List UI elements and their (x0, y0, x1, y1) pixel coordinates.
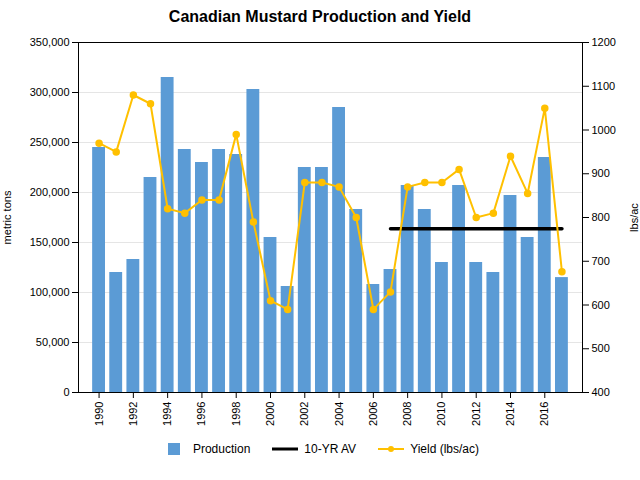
svg-text:600: 600 (592, 299, 610, 311)
svg-text:2014: 2014 (504, 402, 516, 426)
html-text:Yield (lbs/ac): Yield (lbs/ac) (410, 442, 479, 456)
svg-text:800: 800 (592, 211, 610, 223)
svg-text:0: 0 (63, 386, 69, 398)
svg-text:400: 400 (592, 386, 610, 398)
svg-text:100,000: 100,000 (30, 286, 70, 298)
svg-text:2010: 2010 (435, 402, 447, 426)
svg-text:1200: 1200 (592, 36, 616, 48)
html-text:10-YR AV: 10-YR AV (304, 442, 357, 456)
svg-text:1990: 1990 (93, 402, 105, 426)
svg-text:1994: 1994 (161, 402, 173, 426)
svg-text:2000: 2000 (264, 402, 276, 426)
svg-text:2002: 2002 (298, 402, 310, 426)
svg-text:350,000: 350,000 (30, 36, 70, 48)
svg-text:50,000: 50,000 (36, 336, 70, 348)
svg-text:2012: 2012 (470, 402, 482, 426)
html-text:Canadian Mustard Production an: Canadian Mustard Production and Yield (168, 8, 472, 25)
svg-text:2008: 2008 (401, 402, 413, 426)
svg-text:500: 500 (592, 342, 610, 354)
svg-text:lbs/ac: lbs/ac (628, 203, 640, 232)
svg-text:700: 700 (592, 255, 610, 267)
svg-text:metric tons: metric tons (1, 190, 13, 244)
svg-text:150,000: 150,000 (30, 236, 70, 248)
svg-text:1000: 1000 (592, 124, 616, 136)
svg-text:250,000: 250,000 (30, 136, 70, 148)
svg-text:200,000: 200,000 (30, 186, 70, 198)
svg-text:2006: 2006 (367, 402, 379, 426)
svg-text:1996: 1996 (195, 402, 207, 426)
svg-text:2004: 2004 (333, 402, 345, 426)
svg-text:1998: 1998 (230, 402, 242, 426)
svg-text:900: 900 (592, 167, 610, 179)
svg-text:300,000: 300,000 (30, 86, 70, 98)
svg-text:2016: 2016 (538, 402, 550, 426)
svg-text:1100: 1100 (592, 80, 616, 92)
html-text:Production: Production (192, 442, 251, 456)
svg-text:1992: 1992 (127, 402, 139, 426)
